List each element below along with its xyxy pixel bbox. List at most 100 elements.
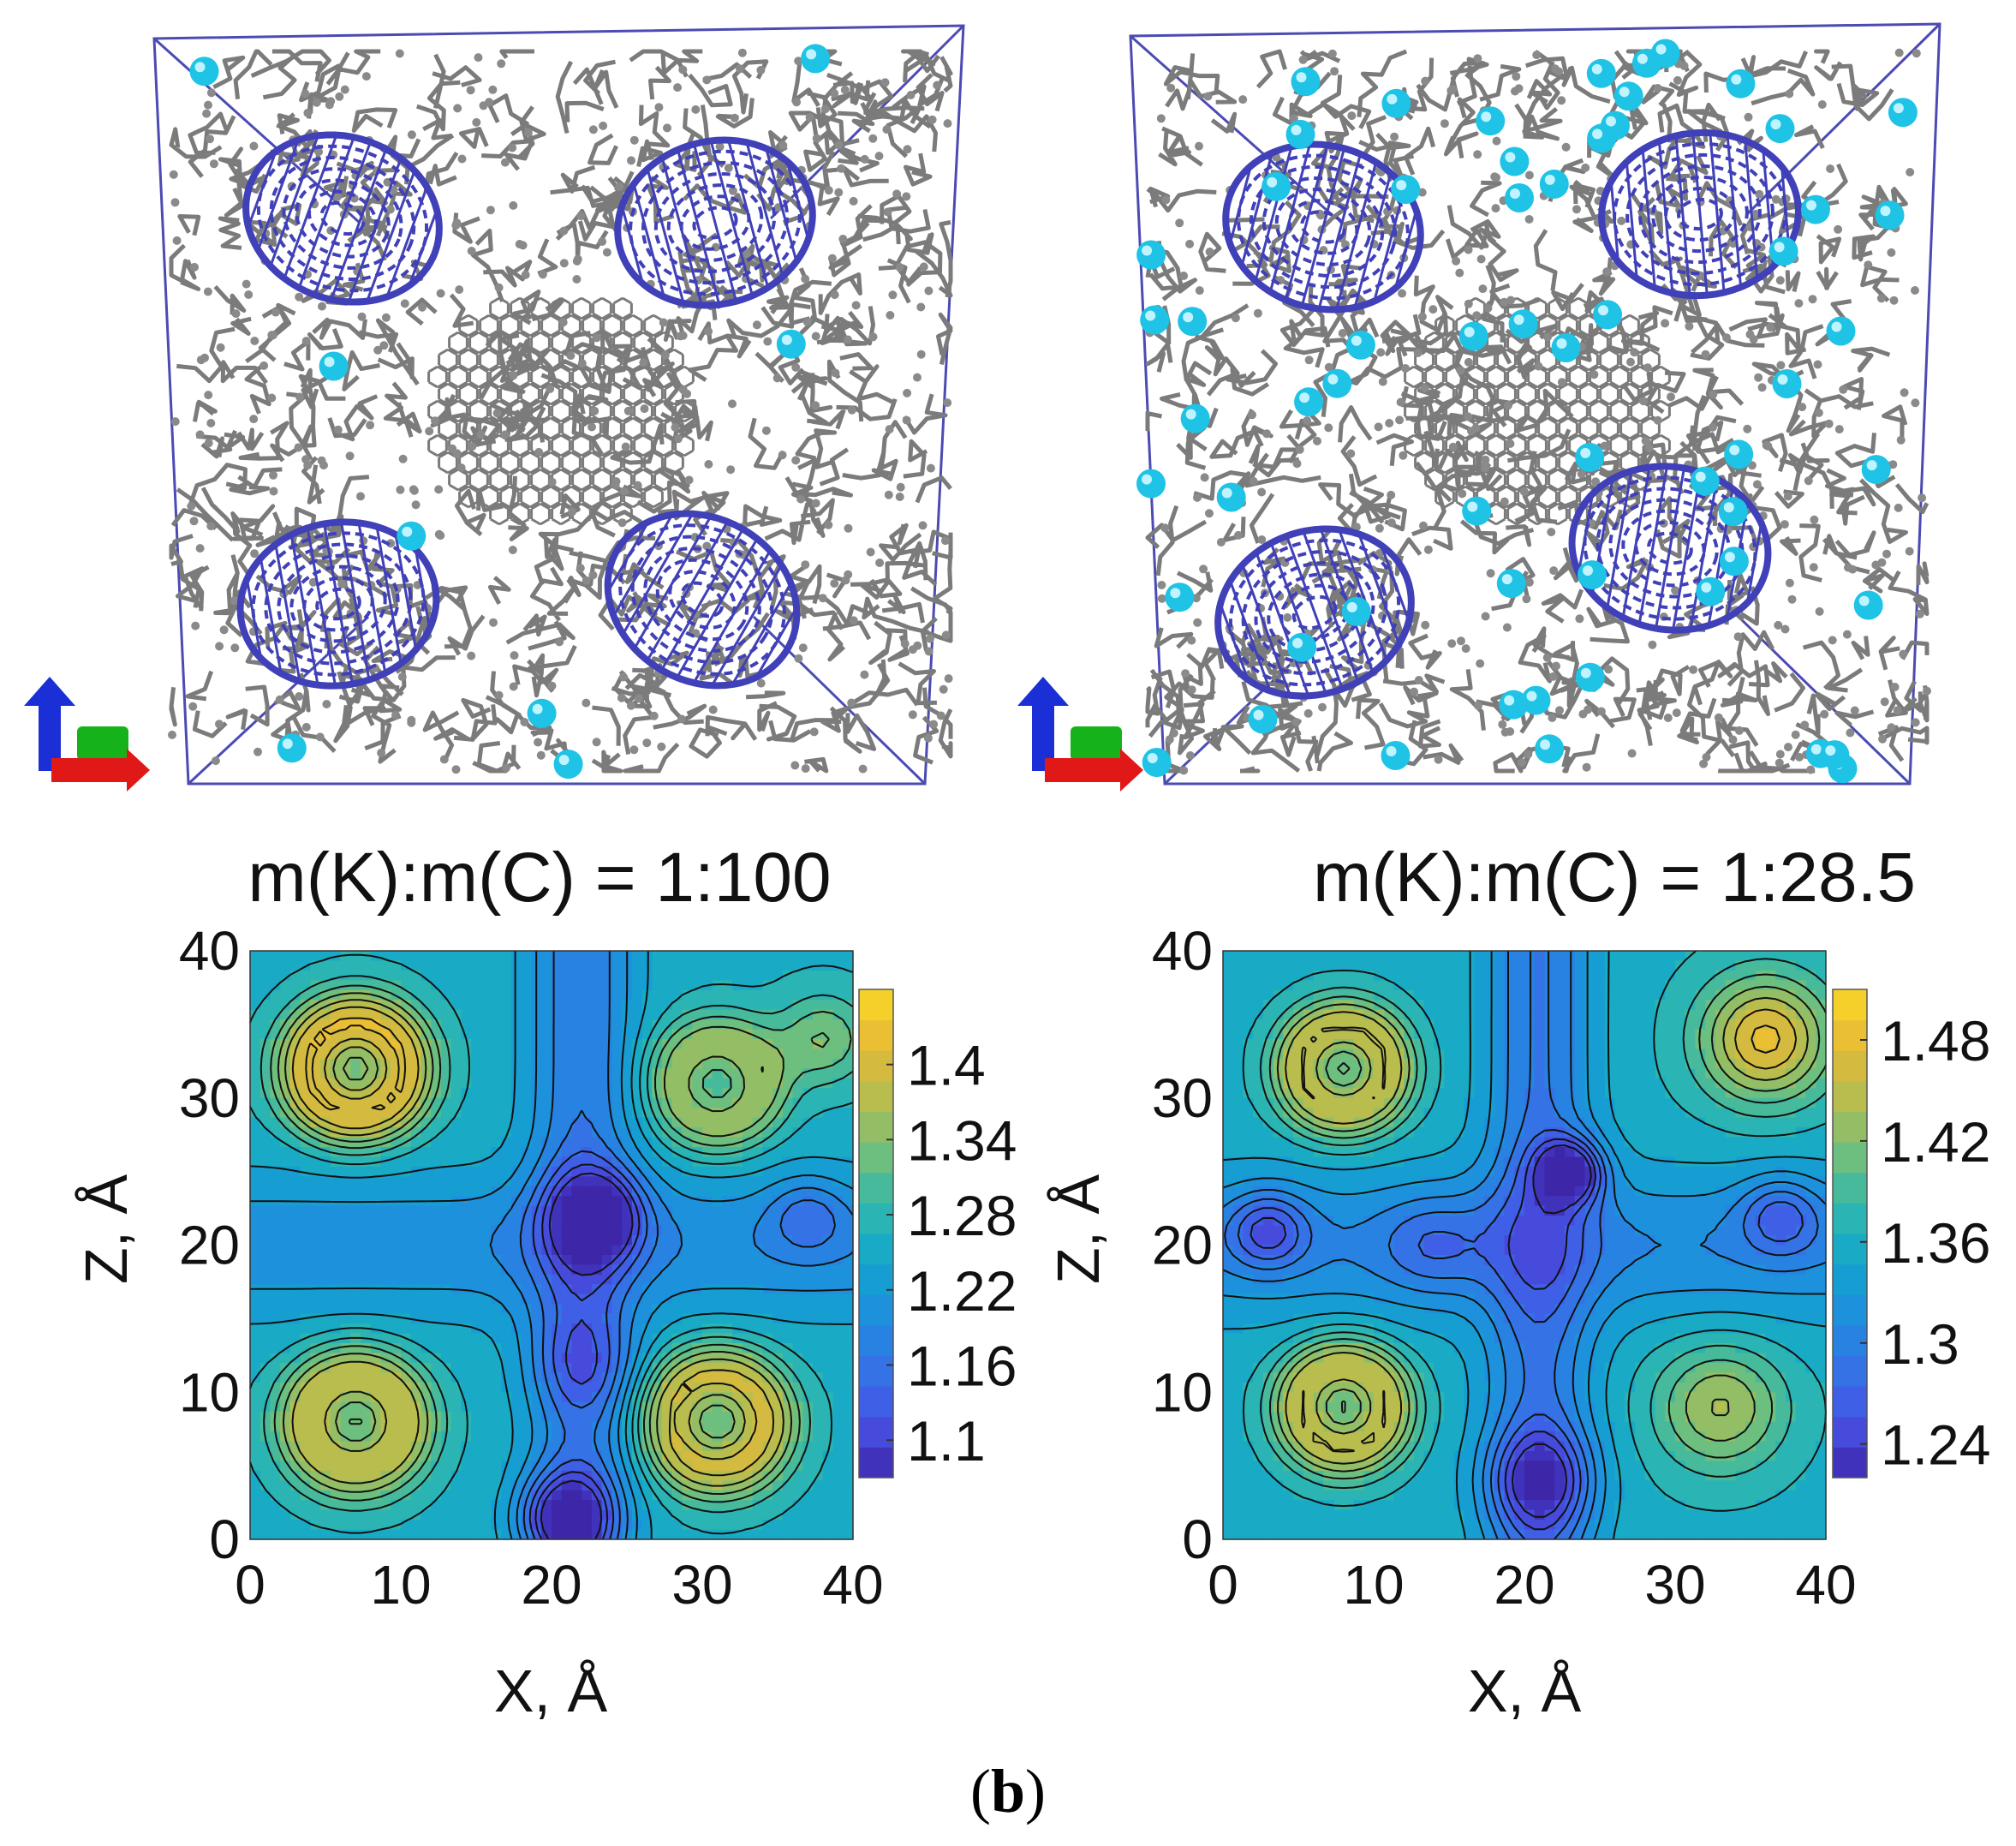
contour-cell [832,1304,844,1315]
contour-cell [732,1461,743,1472]
carbon-atom [849,196,858,206]
contour-cell [480,1353,492,1364]
contour-cell [250,1235,261,1246]
contour-cell [712,1205,724,1216]
contour-cell [1444,960,1455,971]
carbon-atom [1292,459,1302,469]
contour-cell [552,1421,563,1432]
contour-cell [401,1088,412,1099]
contour-cell [712,960,724,971]
contour-cell [561,1147,573,1158]
contour-cell [762,1078,773,1089]
contour-cell [702,1245,713,1256]
contour-cell [582,960,593,971]
potassium-highlight [282,738,293,750]
carbon-atom [1826,164,1835,173]
carbon-atom [1906,168,1915,176]
carbon-atom [1810,515,1819,524]
contour-cell [792,1108,803,1119]
contour-cell [511,1304,522,1315]
contour-cell [250,960,261,971]
contour-cell [1343,951,1355,962]
contour-cell [340,1137,351,1148]
carbon-atom [798,643,808,653]
contour-cell [250,1078,261,1089]
contour-cell [1534,989,1546,1001]
contour-cell [813,1353,824,1364]
contour-cell [330,1108,342,1119]
carbon-atom [1591,477,1601,487]
contour-cell [480,1520,492,1531]
contour-cell [431,1117,442,1128]
contour-cell [380,1461,391,1472]
carbon-atom [1532,51,1542,60]
contour-cell [762,1500,773,1511]
carbon-atom [811,401,820,410]
contour-cell [1614,1009,1625,1020]
contour-cell [250,989,261,1001]
contour-cell [631,989,643,1001]
carbon-atom [189,517,199,526]
contour-cell [582,1412,593,1423]
contour-cell [591,1254,603,1265]
contour-cell [752,1039,763,1050]
carbon-atom [455,285,464,295]
contour-cell [450,989,462,1001]
contour-cell [521,951,533,962]
contour-cell [521,960,533,971]
contour-cell [480,1450,492,1461]
contour-cell [391,1392,402,1403]
carbon-atom [534,447,544,457]
contour-cell [561,1058,573,1069]
contour-cell [391,1323,402,1335]
contour-cell [340,1029,351,1040]
contour-cell [832,1509,844,1520]
carbon-atom [500,430,510,439]
carbon-atom [379,341,389,350]
contour-cell [611,1039,623,1050]
carbon-atom [318,302,326,311]
contour-cell [410,1127,422,1138]
contour-cell [370,1264,382,1275]
contour-cell [671,1019,683,1031]
contour-cell [702,1216,713,1227]
contour-cell [662,1068,673,1079]
contour-cell [250,1509,261,1520]
contour-cell [702,1313,713,1324]
carbon-atom [439,755,449,764]
contour-cell [461,960,472,971]
carbon-atom [206,134,214,144]
contour-cell [1816,951,1827,962]
potassium-atom [1285,119,1315,149]
contour-cell [1514,1000,1525,1011]
carbon-atom [1253,308,1262,318]
contour-cell [450,1343,462,1354]
carbon-atom [1231,314,1240,323]
contour-cell [843,1058,854,1069]
contour-cell [1423,951,1434,962]
carbon-atom [1378,377,1387,386]
carbon-atom [303,108,313,117]
contour-cell [340,1235,351,1246]
contour-cell [450,1068,462,1079]
contour-cell [250,1412,261,1423]
contour-cell [762,1108,773,1119]
contour-cell [792,1421,803,1432]
contour-cell [652,1156,663,1168]
carbon-atom [472,117,481,127]
contour-cell [671,1068,683,1079]
potassium-atom [1521,685,1551,715]
contour-cell [350,1117,361,1128]
contour-cell [582,1529,593,1540]
contour-cell [571,1431,582,1443]
carbon-atom [249,415,259,424]
contour-cell [802,1088,814,1099]
colorbar-tick-label: 1.34 [907,1108,1017,1172]
contour-cell [501,1392,512,1403]
contour-cell [591,1274,603,1285]
contour-cell [591,1176,603,1187]
contour-cell [682,1304,693,1315]
contour-cell [712,1529,724,1540]
contour-cell [350,1480,361,1491]
carbon-atom [1318,702,1327,712]
